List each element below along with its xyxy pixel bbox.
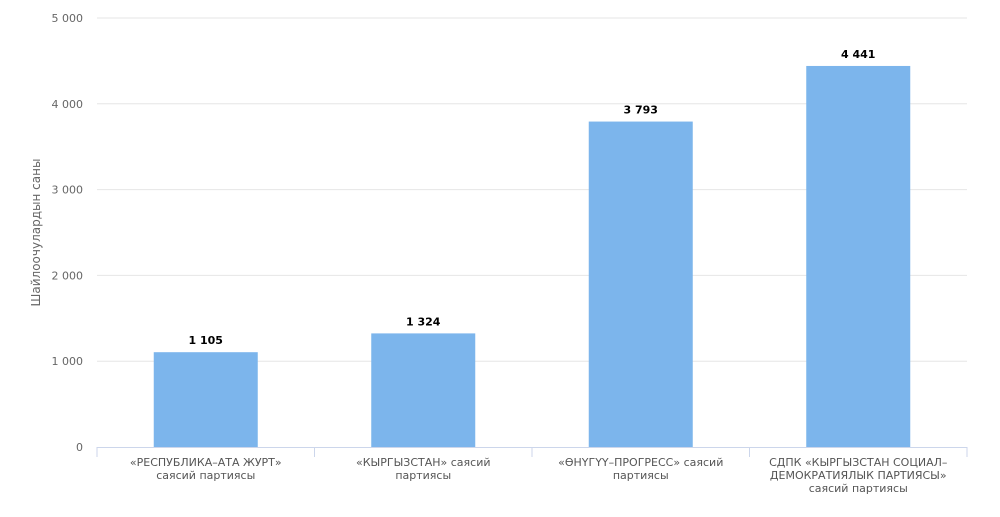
bar (153, 352, 258, 447)
data-label: 4 441 (841, 48, 875, 61)
x-tick-label: «ӨНҮГҮҮ–ПРОГРЕСС» саясий партиясы (558, 456, 724, 482)
x-tick-label: «РЕСПУБЛИКА–АТА ЖУРТ» саясий партиясы (129, 456, 282, 482)
y-tick-label: 4 000 (52, 98, 84, 111)
y-tick-label: 3 000 (52, 184, 84, 197)
y-tick-label: 5 000 (52, 12, 84, 25)
bar (588, 121, 693, 447)
data-label: 1 105 (189, 334, 223, 347)
x-tick-label: СДПК «КЫРГЫЗСТАН СОЦИАЛ–ДЕМОКРАТИЯЛЫК ПА… (769, 456, 948, 495)
bar (806, 65, 911, 448)
x-tick-label: «КЫРГЫЗСТАН» саясий партиясы (355, 456, 491, 482)
y-tick-label: 0 (76, 441, 83, 454)
y-tick-label: 2 000 (52, 269, 84, 282)
bar (371, 333, 476, 447)
y-axis-title: Шайлоочулардын саны (29, 159, 43, 307)
data-label: 1 324 (406, 315, 441, 328)
y-tick-label: 1 000 (52, 355, 84, 368)
data-label: 3 793 (624, 104, 658, 117)
